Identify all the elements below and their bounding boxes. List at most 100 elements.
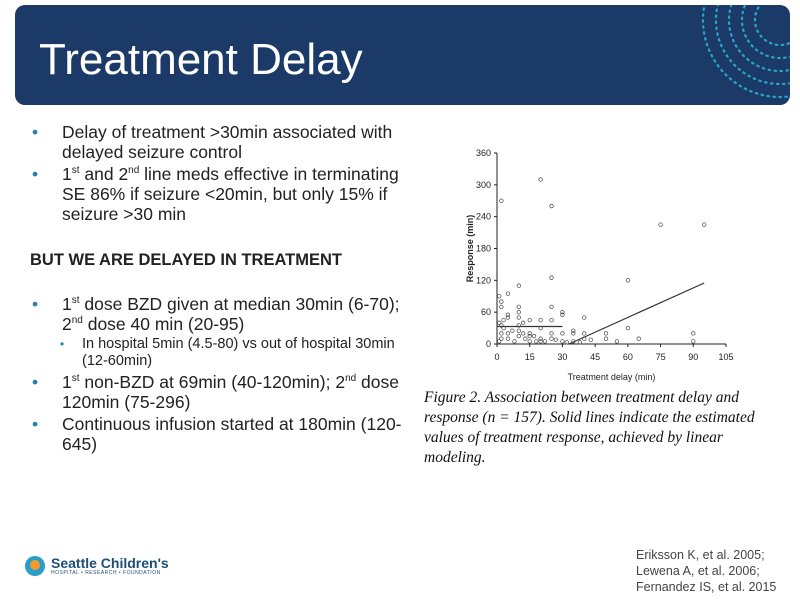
y-tick-label: 300: [476, 180, 491, 190]
y-tick-label: 180: [476, 244, 491, 254]
data-point: [516, 333, 521, 339]
data-point: [538, 336, 543, 341]
data-point: [499, 198, 504, 203]
data-point: [527, 331, 532, 336]
data-point: [516, 304, 521, 310]
emphasis-heading: BUT WE ARE DELAYED IN TREATMENT: [30, 251, 342, 269]
data-point: [516, 315, 521, 320]
data-point: [603, 336, 609, 341]
data-point: [560, 310, 565, 315]
fit-line: [568, 282, 705, 345]
data-point: [691, 339, 696, 344]
bullet-item: • 1st non-BZD at 69min (40-120min); 2nd d…: [32, 372, 399, 412]
y-tick-label: 360: [476, 148, 491, 158]
data-point: [582, 336, 587, 341]
bullet-item: • Continuous infusion started at 180min (…: [32, 414, 402, 454]
x-tick-label: 15: [525, 352, 535, 362]
data-point: [542, 339, 548, 344]
data-point: [549, 275, 554, 280]
bullet-item: • 1st dose BZD given at median 30min (6-7…: [32, 294, 400, 334]
data-point: [523, 336, 528, 341]
data-point: [549, 203, 554, 209]
y-tick-label: 120: [476, 275, 491, 285]
data-point: [521, 320, 526, 325]
x-tick-label: 45: [590, 352, 600, 362]
data-point: [499, 323, 504, 328]
data-point: [501, 325, 506, 331]
data-point: [534, 339, 539, 344]
y-tick-label: 60: [481, 307, 491, 317]
data-point: [614, 339, 620, 344]
data-point: [497, 339, 502, 344]
data-point: [505, 315, 511, 320]
data-point: [603, 331, 609, 336]
data-point: [549, 336, 554, 341]
data-point: [512, 339, 517, 344]
data-point: [497, 294, 502, 299]
data-point: [516, 323, 521, 328]
data-point: [571, 339, 576, 344]
data-point: [560, 312, 565, 317]
data-point: [538, 339, 543, 344]
x-tick-label: 75: [656, 352, 666, 362]
y-axis-label: Response (min): [465, 215, 475, 283]
bullet-item: • Delay of treatment >30min associated wi…: [32, 122, 393, 162]
data-point: [505, 291, 511, 296]
data-point: [538, 177, 543, 182]
data-point: [582, 315, 587, 320]
data-point: [625, 278, 631, 283]
data-point: [510, 328, 515, 333]
data-point: [571, 331, 576, 336]
data-point: [527, 339, 532, 344]
x-tick-label: 60: [623, 352, 633, 362]
data-point: [577, 340, 583, 345]
y-tick-label: 240: [476, 212, 491, 222]
bullet-list: • Delay of treatment >30min associated wi…: [30, 122, 415, 456]
data-point: [625, 325, 631, 331]
seattle-childrens-logo: Seattle Children's HOSPITAL • RESEARCH •…: [24, 555, 169, 577]
data-point: [499, 299, 504, 304]
data-point: [553, 337, 559, 342]
data-point: [636, 336, 641, 341]
data-point: [549, 317, 554, 323]
references: Eriksson K, et al. 2005; Lewena A, et al…: [636, 547, 776, 595]
data-point: [501, 317, 506, 323]
x-tick-label: 90: [688, 352, 698, 362]
x-tick-label: 0: [494, 352, 499, 362]
data-point: [521, 331, 526, 336]
data-point: [538, 317, 543, 323]
data-point: [516, 328, 521, 333]
x-tick-label: 30: [557, 352, 567, 362]
bullet-item: • 1st and 2nd line meds effective in term…: [32, 164, 399, 224]
data-point: [560, 339, 565, 344]
data-point: [516, 310, 521, 315]
data-point: [531, 333, 537, 339]
data-point: [527, 333, 532, 339]
reference: Lewena A, et al. 2006;: [636, 564, 760, 578]
sub-bullet-item: • In hospital 5min (4.5-80) vs out of hos…: [60, 336, 395, 369]
x-axis-label: Treatment delay (min): [568, 372, 656, 382]
data-point: [499, 304, 504, 310]
figure-caption: Figure 2. Association between treatment …: [424, 389, 755, 466]
slide-title: Treatment Delay: [39, 35, 363, 84]
data-point: [538, 325, 543, 331]
reference: Eriksson K, et al. 2005;: [636, 548, 765, 562]
data-point: [691, 331, 696, 336]
data-point: [549, 331, 554, 336]
data-point: [499, 331, 504, 336]
data-point: [505, 336, 511, 341]
data-point: [499, 336, 504, 341]
data-point: [549, 304, 554, 310]
data-point: [516, 283, 521, 288]
y-tick-label: 0: [486, 339, 491, 349]
title-banner: Treatment Delay: [15, 5, 790, 105]
data-point: [658, 222, 663, 227]
decorative-dots-icon: [701, 5, 790, 99]
reference: Fernandez IS, et al. 2015: [636, 580, 777, 594]
data-point: [560, 331, 565, 336]
data-point: [571, 328, 576, 333]
data-point: [505, 331, 511, 336]
logo-icon: [25, 556, 45, 576]
scatter-chart: 0 15 30 45 60 75 90 105 0 60 120 180 240 300 360 Treatm…: [465, 148, 734, 382]
data-point: [588, 337, 593, 342]
